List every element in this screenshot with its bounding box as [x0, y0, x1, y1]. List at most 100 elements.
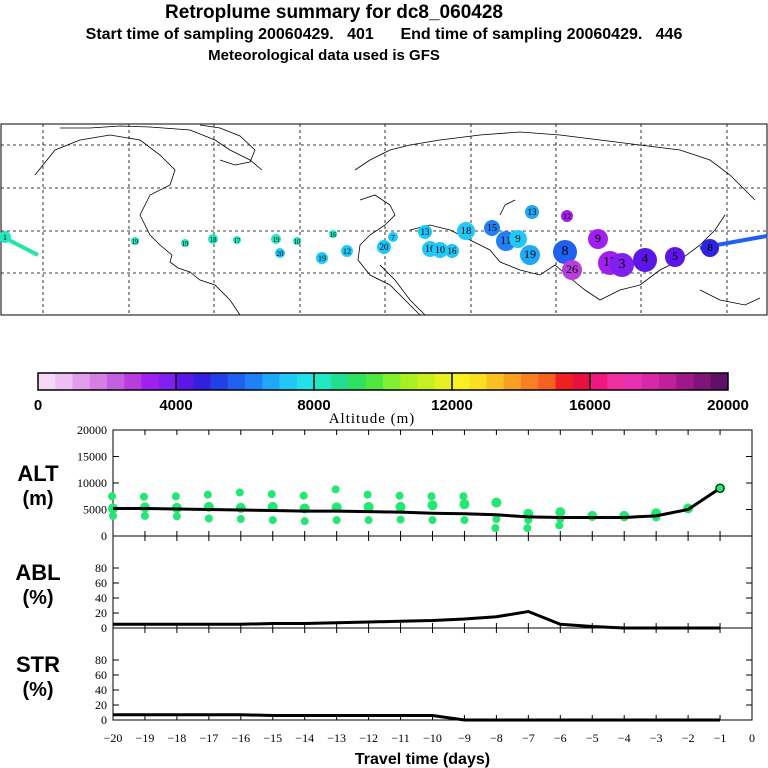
y-axis-label: STR — [16, 652, 60, 677]
y-axis-label: ALT — [17, 461, 59, 486]
colorbar-cell — [676, 373, 694, 390]
map-marker-label: 19 — [318, 254, 326, 263]
colorbar-cell — [227, 373, 246, 390]
colorbar-cell — [469, 373, 487, 390]
colorbar-cell — [624, 373, 643, 390]
colorbar-cell — [331, 373, 349, 390]
map-marker: 26 — [562, 260, 582, 280]
map-marker-label: 13 — [421, 227, 431, 237]
map-marker-label: 20 — [380, 242, 390, 252]
colorbar-cell — [452, 373, 470, 390]
alt-point — [491, 497, 502, 508]
map-marker-label: 7 — [391, 234, 395, 242]
alt-point — [140, 511, 149, 520]
y-tick-label: 80 — [95, 653, 107, 667]
map-marker-dot — [271, 234, 281, 244]
alt-point — [139, 492, 148, 501]
map-marker-dot — [610, 253, 634, 277]
map-marker-label: 18 — [210, 236, 218, 244]
colorbar-cell — [176, 373, 194, 390]
x-tick-label: −8 — [490, 731, 503, 745]
y-tick-label: 15000 — [77, 450, 107, 464]
map-marker-label: 16 — [448, 246, 458, 256]
y-tick-label: 0 — [101, 529, 107, 543]
y-axis-unit: (m) — [22, 488, 53, 510]
map-marker: 17 — [233, 236, 241, 245]
colorbar-cell — [38, 373, 56, 390]
alt-point — [555, 521, 564, 530]
map-marker-dot — [329, 230, 337, 238]
map-marker-label: 5 — [672, 249, 678, 263]
x-tick-label: −13 — [327, 731, 346, 745]
map-marker-dot — [233, 236, 241, 244]
map-marker-label: 26 — [566, 262, 578, 276]
y-tick-label: 60 — [95, 576, 107, 590]
colorbar-cell — [521, 373, 539, 390]
map-marker-dot — [562, 260, 582, 280]
alt-point — [203, 490, 212, 499]
x-tick-label: −11 — [391, 731, 409, 745]
map-marker: 5 — [665, 247, 685, 267]
alt-point — [171, 492, 180, 501]
map-marker-dot — [293, 237, 301, 245]
colorbar-cell — [538, 373, 556, 390]
alt-point — [299, 491, 308, 500]
y-tick-label: 0 — [101, 713, 107, 727]
colorbar-cell — [693, 373, 712, 390]
alt-point — [332, 516, 341, 525]
map-marker-dot — [341, 245, 353, 257]
map-marker: 19 — [316, 252, 328, 264]
sampling-time-subtitle: Start time of sampling 20060429. 401 End… — [85, 26, 683, 43]
map-marker-label: 20 — [277, 250, 285, 258]
y-tick-label: 40 — [95, 683, 107, 697]
colorbar-cell — [400, 373, 418, 390]
map-marker: 12 — [341, 245, 353, 257]
colorbar-cell — [365, 373, 384, 390]
alt-point — [364, 516, 373, 525]
colorbar-cell — [279, 373, 298, 390]
altitude-colorbar: 0 4000 8000 12000 16000 20000 Altitude (m) — [34, 372, 749, 427]
map-marker-label: 18 — [461, 225, 473, 237]
map-marker-label: 10 — [294, 238, 302, 246]
colorbar-cell — [659, 373, 677, 390]
map-marker-dot — [553, 240, 577, 264]
map-marker-label: 16 — [330, 231, 338, 239]
alt-point — [460, 516, 469, 525]
map-marker: 12 — [561, 210, 573, 222]
map-marker: 18 — [457, 222, 475, 240]
map-marker: 13 — [418, 225, 432, 239]
map-marker: 19 — [131, 237, 139, 246]
x-tick-label: −9 — [458, 731, 471, 745]
map-marker-dot — [181, 239, 189, 247]
map-marker-label: 16 — [425, 244, 435, 255]
map-marker-label: 4 — [642, 252, 649, 267]
x-axis-label: Travel time (days) — [355, 751, 490, 768]
map-marker: 8 — [701, 239, 719, 257]
map-marker-dot — [509, 230, 527, 248]
colorbar-cell — [107, 373, 125, 390]
y-tick-label: 20000 — [77, 423, 107, 437]
time-series-panels: 20000150001000050000ALT(m)806040200ABL(%… — [15, 423, 755, 768]
colorbar-cell — [210, 373, 229, 390]
colorbar-cell — [417, 373, 436, 390]
alt-point — [427, 492, 436, 501]
map-marker-label: 8 — [707, 242, 713, 254]
map-marker-dot — [701, 239, 719, 257]
map-marker-label: 1 — [3, 233, 7, 242]
colorbar-cell — [124, 373, 142, 390]
alt-point — [555, 507, 566, 518]
map-marker: 10 — [432, 242, 448, 258]
map-marker: 3 — [610, 253, 634, 277]
colorbar-cell — [89, 373, 108, 390]
map-marker-label: 12 — [563, 212, 571, 221]
map-marker-label: 17 — [234, 237, 242, 245]
map-marker: 7 — [388, 232, 398, 242]
alt-point — [459, 499, 470, 510]
alt-point — [395, 491, 404, 500]
alt-point — [523, 524, 532, 533]
y-axis-unit: (%) — [22, 679, 53, 701]
map-marker: 13 — [525, 205, 539, 219]
